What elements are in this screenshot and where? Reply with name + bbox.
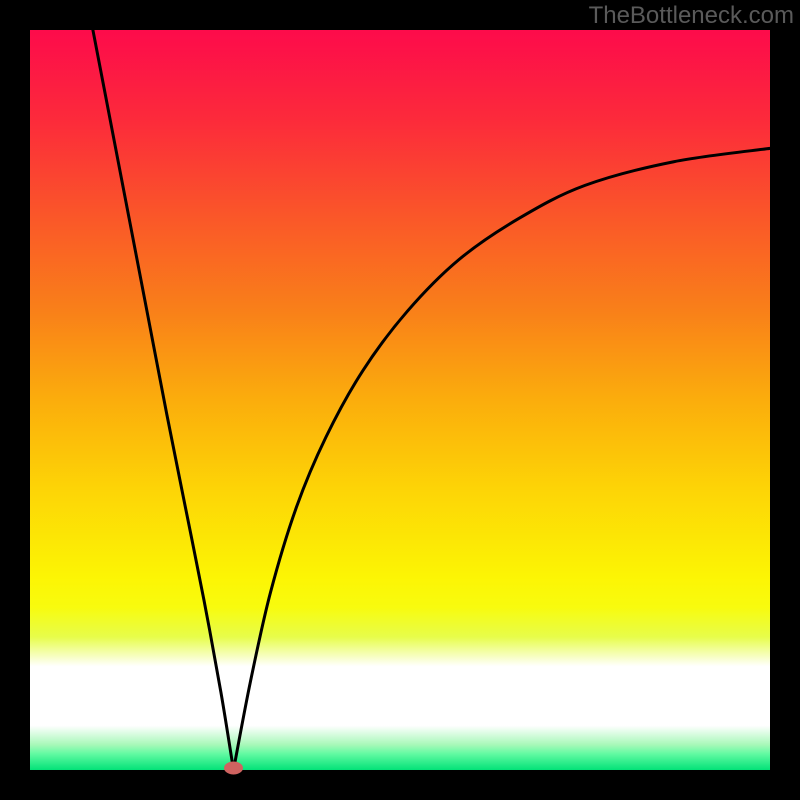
chart-container: TheBottleneck.com [0, 0, 800, 800]
chart-plot-area [30, 30, 770, 770]
min-point-marker [225, 762, 243, 774]
watermark-text: TheBottleneck.com [589, 2, 794, 30]
chart-svg [0, 0, 800, 800]
